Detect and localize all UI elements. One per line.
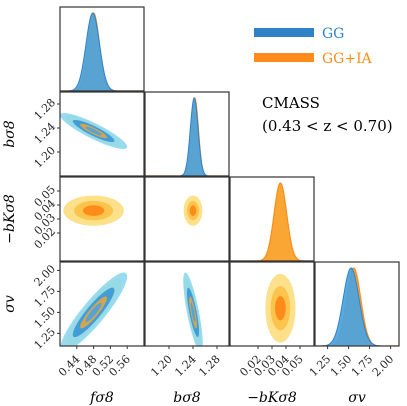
contour-ggia-2	[183, 195, 203, 226]
gg-center-contour	[85, 126, 102, 136]
x-tick-label: 1.75	[349, 353, 376, 380]
contour-gg-0	[60, 113, 128, 150]
x-tick-label: 1.24	[172, 353, 199, 380]
y-tick-label: 1.28	[32, 96, 59, 123]
y-axis-label: bσ8	[2, 120, 18, 148]
y-tick-label: 2.00	[32, 262, 59, 289]
x-tick-label: 1.25	[307, 353, 334, 380]
gg-center-contour	[85, 302, 102, 322]
x-axis-label: −bKσ8	[247, 390, 297, 406]
panel-frame-3-0	[59, 261, 145, 347]
panels-layer	[59, 6, 400, 347]
panel-frame-2-1	[144, 176, 230, 262]
x-tick-label: 1.20	[148, 353, 175, 380]
marginal-ggia-2	[230, 182, 314, 261]
legend-label-gg: GG	[322, 26, 344, 42]
y-axis-label: σv	[2, 295, 18, 313]
panel-frame-0-0	[59, 6, 145, 92]
panel-frame-1-0	[59, 91, 145, 177]
marginal-gg-fill	[145, 97, 229, 176]
marginal-gg-fill	[60, 12, 144, 91]
panel-frame-2-2	[229, 176, 315, 262]
y-tick-label: 1.50	[32, 304, 59, 331]
y-axis-label: −bKσ8	[2, 194, 18, 244]
legend-swatch-gg	[254, 28, 314, 37]
panel-frame-3-3	[314, 261, 400, 347]
y-tick-label: 1.75	[32, 283, 59, 310]
y-tick-label: 1.20	[32, 144, 59, 171]
chart-title: CMASS	[262, 94, 320, 112]
panel-frame-3-1	[144, 261, 230, 347]
marginal-gg-1	[145, 97, 229, 176]
ggia-inner-contour	[82, 205, 105, 216]
contour-gg-1	[60, 272, 128, 346]
y-tick-label: 1.24	[32, 120, 59, 147]
panel-frame-1-1	[144, 91, 230, 177]
x-axis-label: bσ8	[173, 390, 201, 406]
legend-swatch-ggia	[254, 53, 314, 62]
legend-label-ggia: GG+IA	[322, 51, 373, 67]
marginal-gg-0	[60, 12, 144, 91]
gg-center-contour	[190, 302, 196, 322]
legend: GG GG+IA	[254, 26, 373, 67]
contour-ggia-5	[265, 273, 296, 343]
x-tick-label: 1.50	[328, 353, 355, 380]
marginal-ggia-fill	[230, 182, 314, 261]
x-tick-label: 2.00	[370, 353, 397, 380]
ggia-inner-contour	[275, 296, 286, 321]
x-axis-label: fσ8	[89, 390, 114, 406]
contour-ggia-1	[63, 195, 124, 226]
contour-gg-2	[183, 272, 203, 346]
ggia-inner-contour	[189, 205, 197, 216]
chart-subtitle: (0.43 < z < 0.70)	[262, 117, 393, 135]
x-tick-label: 1.28	[196, 353, 223, 380]
x-axis-label: σv	[348, 390, 366, 406]
y-tick-label: 1.25	[32, 325, 59, 352]
